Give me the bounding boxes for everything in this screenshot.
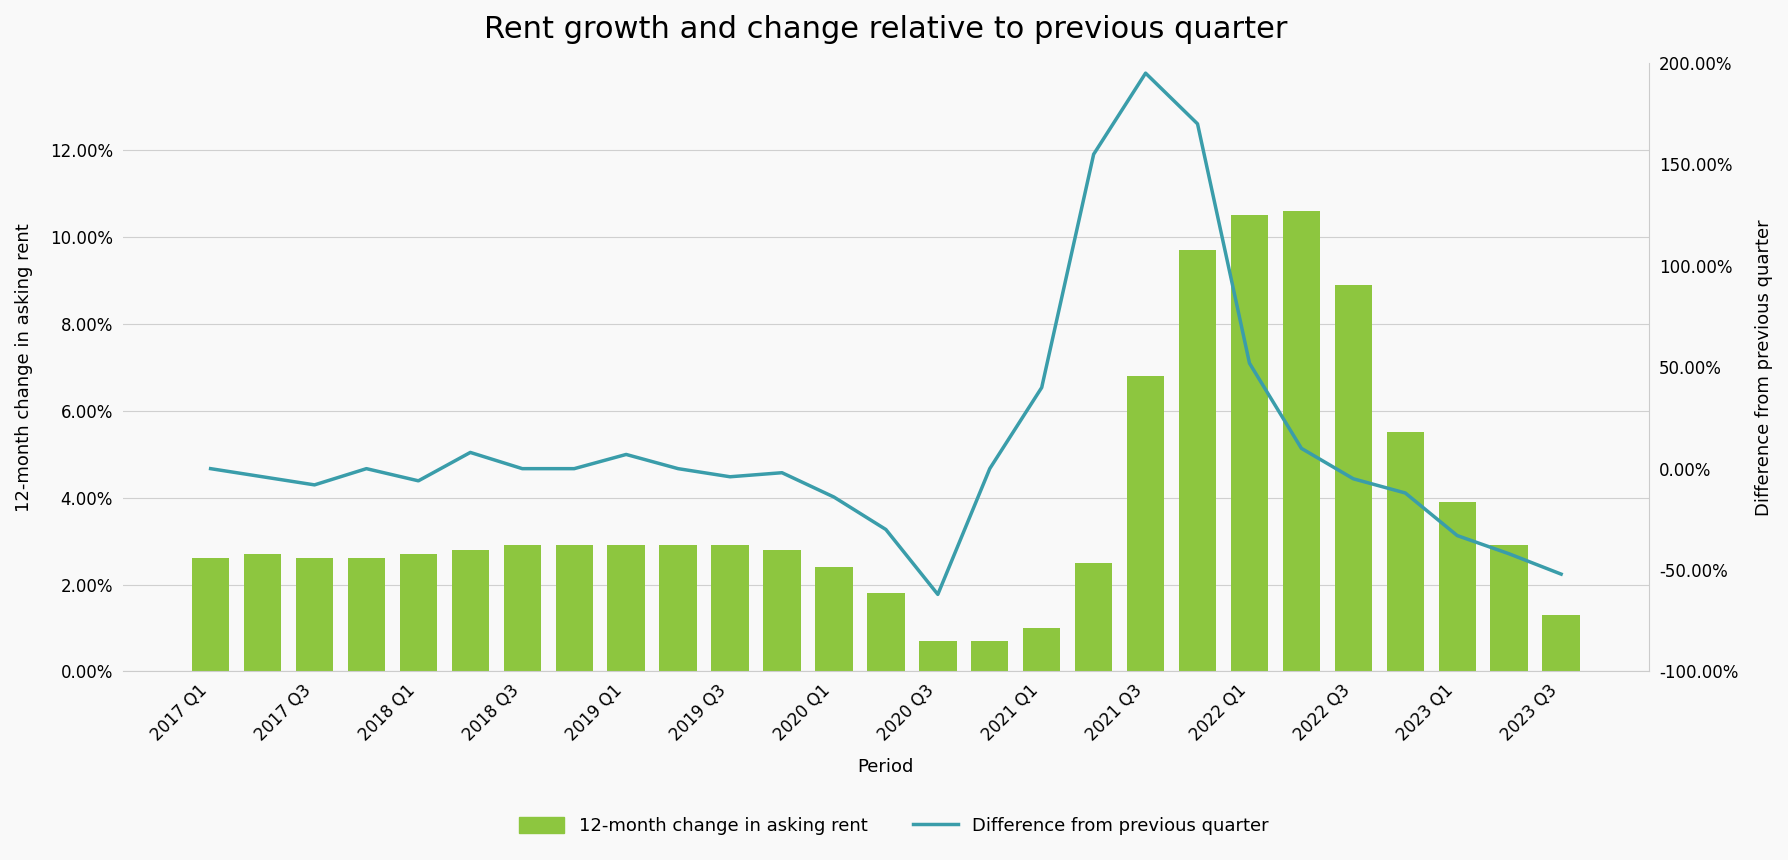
Bar: [1491, 545, 1529, 672]
Bar: [971, 641, 1008, 672]
Bar: [504, 545, 542, 672]
Legend: 12-month change in asking rent, Difference from previous quarter: 12-month change in asking rent, Differen…: [511, 809, 1277, 843]
Y-axis label: 12-month change in asking rent: 12-month change in asking rent: [14, 223, 32, 512]
Bar: [1387, 433, 1423, 672]
Bar: [608, 545, 645, 672]
Bar: [1439, 502, 1475, 672]
Bar: [1230, 215, 1268, 672]
Bar: [815, 567, 853, 672]
Bar: [712, 545, 749, 672]
Bar: [1023, 628, 1060, 672]
Bar: [763, 550, 801, 672]
Bar: [1334, 285, 1371, 672]
Title: Rent growth and change relative to previous quarter: Rent growth and change relative to previ…: [485, 15, 1287, 44]
Bar: [1126, 376, 1164, 672]
Bar: [556, 545, 594, 672]
Bar: [347, 558, 384, 672]
X-axis label: Period: Period: [858, 759, 914, 777]
Bar: [660, 545, 697, 672]
Bar: [401, 554, 436, 672]
Bar: [1075, 562, 1112, 672]
Bar: [1178, 250, 1216, 672]
Bar: [452, 550, 490, 672]
Bar: [1282, 211, 1320, 672]
Bar: [295, 558, 333, 672]
Bar: [867, 593, 905, 672]
Bar: [1543, 615, 1581, 672]
Bar: [919, 641, 957, 672]
Bar: [191, 558, 229, 672]
Bar: [243, 554, 281, 672]
Y-axis label: Difference from previous quarter: Difference from previous quarter: [1756, 219, 1774, 515]
